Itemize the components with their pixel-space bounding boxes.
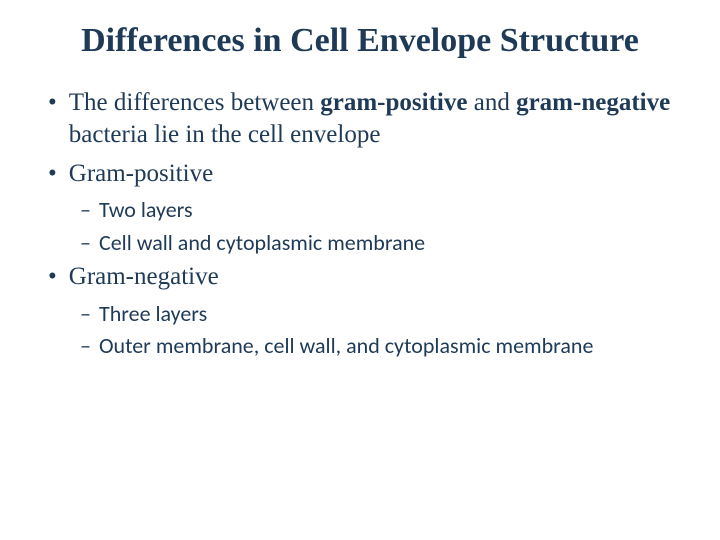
bullet-text: The differences between gram-positive an… [69,87,690,152]
sub-bullet-item: – Three layers [30,300,690,329]
bullet-text: Gram-negative [69,261,219,294]
bullet-marker-l2: – [80,300,91,329]
sub-bullet-item: – Cell wall and cytoplasmic membrane [30,229,690,258]
bullet-marker-l1: • [48,87,57,152]
bullet-item-1: • The differences between gram-positive … [30,87,690,152]
text-segment: The differences between [69,89,321,116]
sub-bullet-text: Two layers [99,196,193,225]
bullet-text: Gram-positive [69,158,213,191]
text-segment: and [467,89,516,116]
bullet-marker-l2: – [80,196,91,225]
bullet-marker-l2: – [80,332,91,361]
bullet-marker-l1: • [48,261,57,294]
sub-bullet-text: Three layers [99,300,207,329]
text-bold: gram-positive [320,89,467,116]
slide-title: Differences in Cell Envelope Structure [30,20,690,63]
sub-bullet-item: – Two layers [30,196,690,225]
bullet-item-2: • Gram-positive [30,158,690,191]
bullet-item-3: • Gram-negative [30,261,690,294]
bullet-marker-l2: – [80,229,91,258]
sub-bullet-text: Outer membrane, cell wall, and cytoplasm… [99,332,593,361]
text-segment: bacteria lie in the cell envelope [69,121,381,148]
sub-bullet-text: Cell wall and cytoplasmic membrane [99,229,425,258]
bullet-marker-l1: • [48,158,57,191]
text-bold: gram-negative [516,89,670,116]
sub-bullet-item: – Outer membrane, cell wall, and cytopla… [30,332,690,361]
